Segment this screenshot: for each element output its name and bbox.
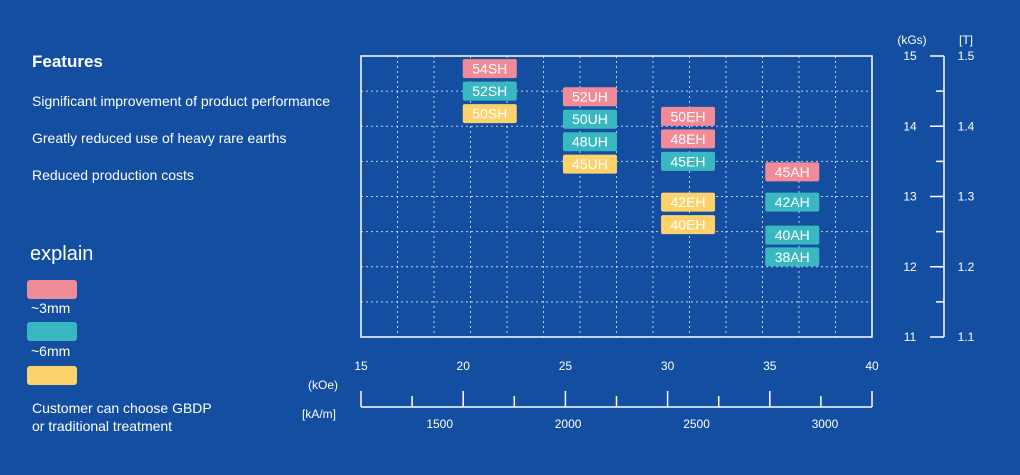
grade-box-50sh <box>462 104 517 124</box>
y2-tick-label: 1.4 <box>958 119 975 133</box>
grade-box-45ah <box>765 162 820 182</box>
grade-box-42eh <box>661 192 716 212</box>
feature-item: Greatly reduced use of heavy rare earths <box>32 130 287 146</box>
y-tick-label: 12 <box>903 260 917 274</box>
y-tick-label: 13 <box>903 190 917 204</box>
grade-box-48uh <box>562 132 617 152</box>
feature-item: Reduced production costs <box>32 167 194 183</box>
grade-label: 50SH <box>472 106 507 122</box>
y2-axis-unit-label: [T] <box>959 33 973 47</box>
grade-box-40eh <box>661 215 716 235</box>
x2-axis-unit-label: [kA/m] <box>302 407 336 421</box>
legend-label: ~3mm <box>31 300 71 316</box>
y-axis-unit-label: (kGs) <box>897 33 926 47</box>
legend-swatch-teal <box>27 322 77 341</box>
grade-box-42ah <box>765 192 820 212</box>
grade-label: 48UH <box>572 134 608 150</box>
grade-box-50eh <box>661 106 716 126</box>
legend-note-line: or traditional treatment <box>32 418 173 434</box>
legend-swatch-pink <box>27 280 77 299</box>
grade-box-40ah <box>765 225 820 245</box>
grade-box-50uh <box>562 109 617 129</box>
grade-box-54sh <box>462 59 517 79</box>
grade-label: 54SH <box>472 61 507 77</box>
x-tick-label: 20 <box>457 359 471 373</box>
x2-tick-label: 2000 <box>555 417 582 431</box>
x2-tick-label: 2500 <box>683 417 710 431</box>
grade-label: 45EH <box>671 153 706 169</box>
grade-box-52sh <box>462 81 517 101</box>
y2-tick-label: 1.2 <box>958 260 975 274</box>
grade-box-45eh <box>661 151 716 171</box>
features-title: Features <box>32 52 103 71</box>
feature-item: Significant improvement of product perfo… <box>32 93 331 109</box>
y2-tick-label: 1.3 <box>958 190 975 204</box>
grade-label: 40AH <box>775 227 810 243</box>
grade-label: 42EH <box>671 194 706 210</box>
grade-label: 38AH <box>775 249 810 265</box>
grade-label: 50UH <box>572 111 608 127</box>
grade-label: 42AH <box>775 194 810 210</box>
explain-title: explain <box>30 243 94 265</box>
grade-label: 45UH <box>572 156 608 172</box>
y-tick-label: 15 <box>903 49 917 63</box>
plot-frame <box>360 55 873 338</box>
y-tick-label: 11 <box>904 330 917 344</box>
grade-box-52uh <box>562 87 617 107</box>
grade-box-45uh <box>562 154 617 174</box>
legend-swatch-yellow <box>27 366 77 385</box>
grade-label: 52SH <box>472 83 507 99</box>
y2-tick-label: 1.1 <box>958 330 975 344</box>
x-tick-label: 30 <box>661 359 675 373</box>
x2-tick-label: 3000 <box>812 417 839 431</box>
legend-note: Customer can choose GBDP or traditional … <box>32 399 272 435</box>
x-tick-label: 35 <box>763 359 777 373</box>
grade-label: 40EH <box>671 217 706 233</box>
grade-label: 50EH <box>671 108 706 124</box>
grade-label: 48EH <box>671 131 706 147</box>
grade-label: 52UH <box>572 89 608 105</box>
x-tick-label: 15 <box>354 359 368 373</box>
legend-note-line: Customer can choose GBDP <box>32 400 212 416</box>
x-axis-unit-label: (kOe) <box>308 378 338 392</box>
grade-box-38ah <box>765 247 820 267</box>
grade-label: 45AH <box>775 164 810 180</box>
x-tick-label: 25 <box>559 359 573 373</box>
y-tick-label: 14 <box>903 119 917 133</box>
legend-label: ~6mm <box>31 343 71 359</box>
grade-box-48eh <box>661 129 716 149</box>
x-tick-label: 40 <box>865 359 879 373</box>
y2-tick-label: 1.5 <box>958 49 975 63</box>
x2-tick-label: 1500 <box>426 417 453 431</box>
